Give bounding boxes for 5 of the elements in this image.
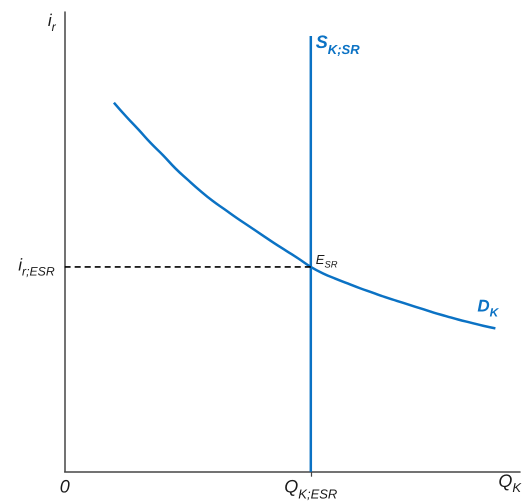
x-axis-title: Q$_{K}$ bbox=[498, 470, 521, 495]
x-tick-label: 0 bbox=[60, 476, 70, 497]
y-axis-title: i$_{r}$ bbox=[48, 11, 56, 34]
annotation: i$_{r;ESR}$ bbox=[18, 255, 55, 278]
annotation: E$_{SR}$ bbox=[316, 252, 338, 270]
